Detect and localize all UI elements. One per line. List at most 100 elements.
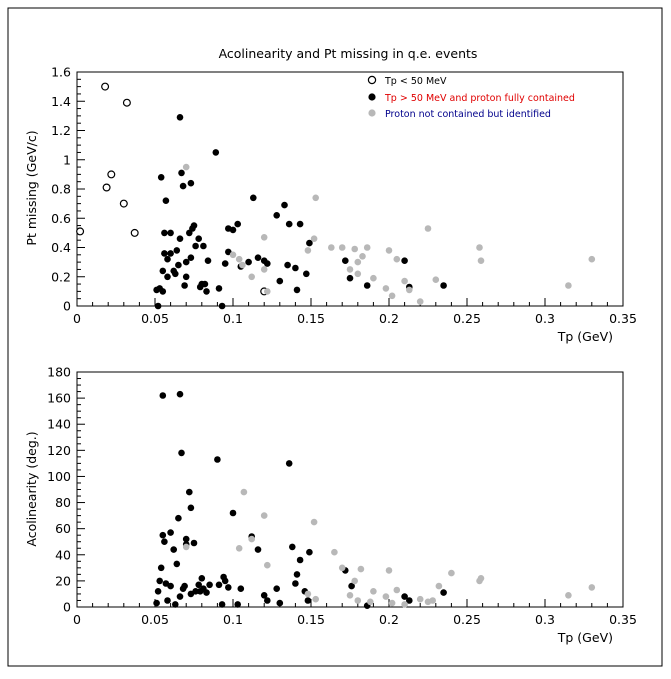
top-series-1-point [292, 264, 299, 272]
bottom-series-0-point [175, 514, 182, 522]
top-series-1-point [250, 194, 257, 202]
bottom-y-tick-label: 40 [55, 547, 71, 562]
bottom-y-tick-label: 20 [55, 573, 71, 588]
bottom-series-0-point [172, 601, 179, 608]
top-series-2-point [424, 225, 432, 232]
top-axis-ticks: 0 0.05 0.1 0.15 0.2 0.25 0.3 0.35 0 0.2 0.4 0.6 0.8 1… [51, 65, 637, 327]
bottom-series-0-point [186, 488, 193, 496]
legend-marker-filled-black [368, 93, 376, 101]
bottom-x-axis-label: Tp (GeV) [557, 630, 613, 645]
top-series-1-point [440, 282, 447, 289]
bottom-series-0-point [170, 546, 177, 553]
top-series-1-point [164, 273, 171, 281]
top-y-tick-label: 0.6 [51, 211, 71, 226]
top-series-2-point [346, 266, 354, 273]
bottom-series-1-point [435, 582, 443, 590]
bottom-series-0-point [264, 597, 271, 604]
top-series-0-point [119, 199, 128, 208]
bottom-series-0-point [273, 585, 281, 592]
legend-marker-filled-grey [368, 109, 376, 117]
bottom-series-0-point [164, 597, 171, 604]
top-series-0-point [107, 170, 116, 179]
top-series-1-point [245, 258, 252, 266]
top-series-1-point [157, 174, 165, 181]
top-series-2-point [328, 244, 335, 251]
top-series-1-point [346, 274, 354, 282]
top-series-2-point [260, 266, 268, 273]
top-series-1-point [234, 220, 241, 228]
bottom-series-0-point [348, 582, 355, 590]
bottom-series-1-point [429, 597, 437, 604]
bottom-series-1-point [264, 561, 271, 569]
top-series-1-point [187, 179, 195, 187]
bottom-y-axis-label: Acolinearity (deg.) [24, 431, 39, 546]
top-y-tick-label: 0 [63, 299, 71, 314]
top-series-1-point [179, 182, 187, 190]
top-series-1-point [167, 229, 174, 237]
bottom-series-1-point [354, 597, 362, 604]
bottom-series-0-point [156, 577, 163, 585]
top-series-2-point [312, 194, 320, 202]
figure-border [7, 7, 663, 667]
bottom-series-0-point [221, 577, 229, 585]
bottom-series-0-point [157, 564, 165, 572]
bottom-series-0-point [167, 529, 174, 536]
bottom-series-1-point [235, 545, 243, 552]
top-y-tick-label: 0.2 [51, 269, 71, 284]
top-series-1-point [221, 260, 229, 267]
bottom-data-points [153, 390, 596, 609]
bottom-x-tick-label: 0 [73, 612, 81, 627]
top-series-2-point [354, 270, 362, 278]
bottom-series-0-point [161, 538, 168, 545]
top-series-1-point [175, 261, 182, 269]
top-series-2-point [248, 273, 255, 281]
top-series-1-point [276, 277, 284, 285]
top-x-tick-label: 0.1 [223, 311, 243, 326]
bottom-series-1-point [310, 518, 318, 526]
bottom-plot-frame [76, 371, 624, 608]
top-data-points [76, 82, 596, 310]
top-series-2-point [229, 251, 237, 259]
bottom-series-0-point [276, 599, 284, 607]
bottom-series-1-point [331, 548, 338, 556]
top-series-2-point [264, 288, 271, 295]
bottom-series-1-point [401, 601, 408, 608]
bottom-x-tick-label: 0.3 [535, 612, 555, 627]
top-series-2-point [382, 285, 390, 292]
bottom-series-1-point [477, 575, 485, 582]
bottom-series-0-point [401, 593, 408, 600]
bottom-series-0-point [218, 601, 226, 608]
bottom-series-0-point [229, 509, 237, 517]
bottom-series-1-point [448, 569, 455, 577]
top-series-2-point [359, 252, 366, 260]
bottom-series-0-point [254, 546, 262, 553]
top-series-1-point [296, 220, 304, 228]
top-series-2-point [588, 255, 596, 263]
top-series-2-point [388, 292, 396, 300]
bottom-series-0-point [181, 582, 188, 590]
bottom-series-0-point [260, 592, 268, 599]
top-y-tick-label: 0.8 [51, 182, 71, 197]
bottom-series-1-point [260, 512, 268, 519]
top-y-tick-label: 1.6 [51, 65, 71, 80]
top-x-tick-label: 0.2 [379, 311, 399, 326]
top-series-1-point [203, 288, 210, 295]
bottom-series-0-point [187, 504, 195, 512]
top-x-tick-label: 0.05 [141, 311, 169, 326]
bottom-series-1-point [367, 598, 374, 606]
top-series-1-point [281, 201, 288, 209]
top-series-2-point [393, 255, 401, 263]
top-x-tick-label: 0.3 [535, 311, 555, 326]
top-series-0-point [130, 228, 139, 237]
bottom-series-0-point [206, 581, 213, 589]
bottom-series-1-point [346, 592, 354, 599]
bottom-series-0-point [289, 543, 296, 551]
bottom-x-tick-label: 0.05 [141, 612, 169, 627]
top-y-tick-label: 0.4 [51, 240, 71, 255]
bottom-series-0-point [153, 599, 160, 607]
bottom-series-1-point [357, 565, 365, 573]
bottom-series-0-point [154, 588, 162, 595]
top-series-2-point [354, 258, 362, 266]
bottom-series-1-point [338, 564, 346, 572]
bottom-y-tick-label: 140 [47, 417, 71, 432]
